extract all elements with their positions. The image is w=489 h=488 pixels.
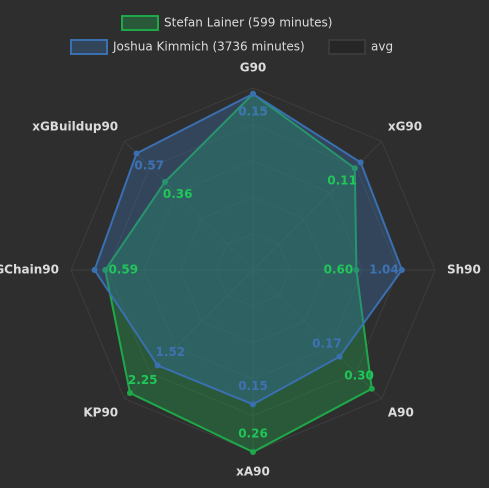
point <box>351 165 358 172</box>
spoke <box>252 269 383 400</box>
point <box>357 159 364 166</box>
axis-label: xGBuildup90 <box>32 120 118 134</box>
legend-swatch <box>121 15 159 31</box>
value-label: 0.17 <box>312 336 342 350</box>
legend-swatch <box>70 39 108 55</box>
legend-swatch <box>328 39 366 55</box>
value-label: 0.15 <box>238 104 268 118</box>
point <box>368 385 375 392</box>
point <box>91 267 98 273</box>
axis-label: xG90 <box>388 120 422 134</box>
value-label: 1.04 <box>369 263 399 277</box>
value-label: 0.26 <box>238 427 268 441</box>
point <box>398 267 405 273</box>
spoke <box>123 269 254 400</box>
axis-label: G90 <box>240 61 267 75</box>
value-label: 0.11 <box>327 173 357 187</box>
axis-label: KP90 <box>83 405 118 419</box>
point <box>353 267 360 273</box>
point <box>133 150 140 157</box>
legend-label: Stefan Lainer (599 minutes) <box>164 16 332 30</box>
value-label: 0.36 <box>163 187 193 201</box>
point <box>161 178 168 185</box>
spoke <box>123 140 254 271</box>
point <box>154 362 161 369</box>
value-label: 2.25 <box>128 373 158 387</box>
point <box>250 449 256 455</box>
value-label: 0.30 <box>344 369 374 383</box>
point <box>250 90 256 97</box>
value-label: 0.15 <box>238 379 268 393</box>
legend-label: Joshua Kimmich (3736 minutes) <box>112 40 305 54</box>
point <box>250 401 256 408</box>
point <box>102 267 109 273</box>
value-label: 0.57 <box>134 159 164 173</box>
axis-label: xA90 <box>236 465 270 479</box>
axis-label: A90 <box>388 405 414 419</box>
value-label: 0.60 <box>324 263 354 277</box>
value-label: 0.15 <box>238 104 268 118</box>
value-label: 1.52 <box>156 345 186 359</box>
legend-label: avg <box>371 40 393 54</box>
value-label: 0.59 <box>108 263 138 277</box>
axis-label: xGChain90 <box>0 263 59 277</box>
axis-label: Sh90 <box>447 263 481 277</box>
point <box>336 353 343 360</box>
point <box>126 390 133 397</box>
